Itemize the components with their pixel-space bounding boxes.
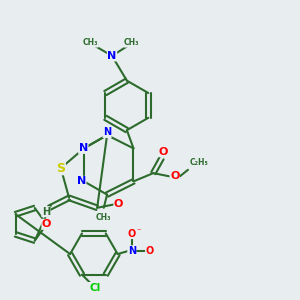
- Text: N: N: [128, 246, 136, 256]
- Text: O: O: [128, 229, 136, 238]
- Text: N: N: [79, 143, 88, 153]
- Text: S: S: [56, 162, 65, 175]
- Text: CH₃: CH₃: [83, 38, 98, 47]
- Text: H: H: [42, 207, 50, 217]
- Text: O: O: [146, 246, 154, 256]
- Text: C₂H₅: C₂H₅: [190, 158, 208, 166]
- Text: N: N: [107, 51, 117, 61]
- Text: O: O: [114, 200, 123, 209]
- Text: CH₃: CH₃: [124, 38, 140, 47]
- Text: N: N: [103, 128, 111, 137]
- Text: Cl: Cl: [90, 283, 101, 293]
- Text: ⁻: ⁻: [136, 226, 141, 236]
- Text: O: O: [42, 219, 51, 229]
- Text: N: N: [77, 176, 86, 186]
- Text: CH₃: CH₃: [96, 213, 112, 222]
- Text: O: O: [170, 171, 179, 182]
- Text: O: O: [158, 147, 168, 157]
